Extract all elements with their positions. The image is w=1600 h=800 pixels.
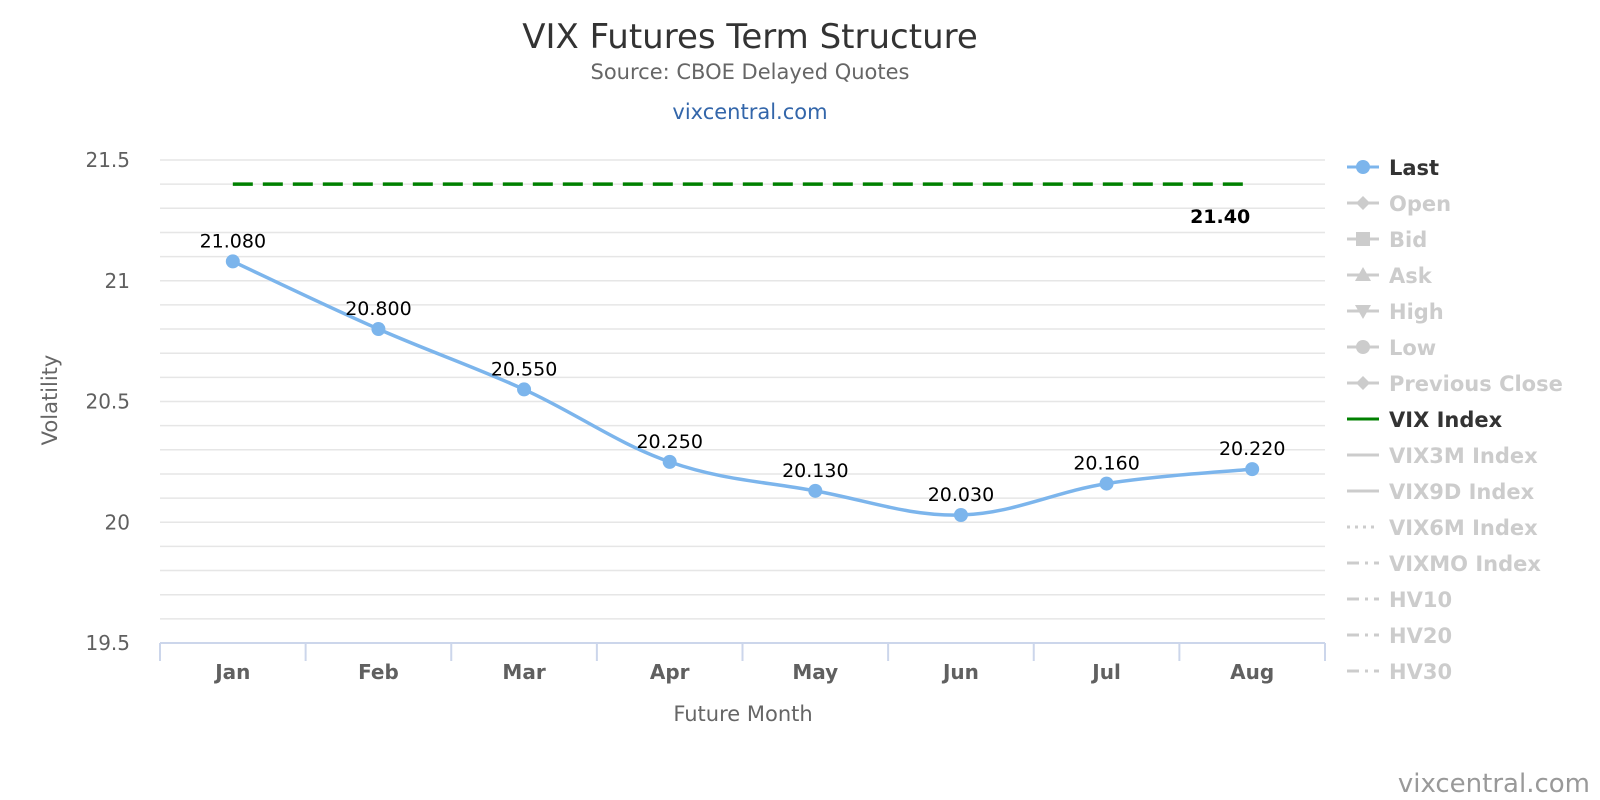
- data-point-last[interactable]: [517, 382, 532, 397]
- legend-label: VIX9D Index: [1389, 480, 1535, 504]
- data-point-last[interactable]: [371, 322, 386, 337]
- legend-symbol-triangle-down: [1355, 305, 1371, 319]
- data-label-last: 20.550: [491, 358, 557, 380]
- legend-label: VIXMO Index: [1389, 552, 1541, 576]
- y-tick-label: 21.5: [85, 148, 130, 172]
- data-label-last: 20.030: [928, 484, 994, 506]
- legend-label: HV20: [1389, 624, 1452, 648]
- legend-label: Last: [1389, 156, 1439, 180]
- legend-item-vix-index[interactable]: VIX Index: [1347, 408, 1503, 432]
- data-point-last[interactable]: [953, 508, 968, 523]
- x-tick-label: Aug: [1230, 660, 1274, 684]
- source-link[interactable]: vixcentral.com: [672, 100, 827, 124]
- y-tick-label: 21: [105, 269, 130, 293]
- legend-item-vix3m-index[interactable]: VIX3M Index: [1347, 444, 1538, 468]
- legend-item-vix6m-index[interactable]: VIX6M Index: [1347, 516, 1538, 540]
- x-tick-label: Feb: [358, 660, 399, 684]
- data-point-last[interactable]: [662, 454, 677, 469]
- data-point-last[interactable]: [808, 483, 823, 498]
- legend-symbol-diamond: [1356, 196, 1370, 210]
- data-label-last: 20.130: [782, 460, 848, 482]
- gridlines: [160, 159, 1325, 644]
- data-point-last[interactable]: [1099, 476, 1114, 491]
- legend-item-previous-close[interactable]: Previous Close: [1347, 372, 1563, 396]
- credit-link[interactable]: vixcentral.com: [1398, 769, 1590, 799]
- y-tick-label: 20.5: [85, 390, 130, 414]
- x-tick-label: Apr: [650, 660, 690, 684]
- y-axis-ticks: 19.5 20 20.5 21 21.5: [85, 148, 130, 655]
- y-tick-label: 20: [105, 510, 130, 534]
- legend-symbol-square: [1356, 232, 1370, 246]
- x-tick-label: Mar: [502, 660, 545, 684]
- x-tick-label: May: [792, 660, 838, 684]
- legend-item-bid[interactable]: Bid: [1347, 228, 1427, 252]
- chart-title: VIX Futures Term Structure: [522, 17, 978, 57]
- legend-item-ask[interactable]: Ask: [1347, 264, 1433, 288]
- legend-item-vix9d-index[interactable]: VIX9D Index: [1347, 480, 1535, 504]
- legend-label: VIX Index: [1389, 408, 1503, 432]
- legend-symbol-triangle: [1355, 267, 1371, 281]
- legend-label: HV10: [1389, 588, 1452, 612]
- data-label-last: 20.220: [1219, 438, 1285, 460]
- data-label-last: 20.160: [1073, 453, 1139, 475]
- data-label-last: 21.080: [200, 230, 266, 252]
- data-label-last: 20.800: [345, 298, 411, 320]
- vix-index-value-label: 21.40: [1190, 206, 1250, 228]
- legend-symbol-circle: [1356, 160, 1370, 174]
- legend-label: Low: [1389, 336, 1436, 360]
- legend-label: VIX6M Index: [1389, 516, 1538, 540]
- plot-series: [225, 182, 1260, 523]
- legend-item-low[interactable]: Low: [1347, 336, 1436, 360]
- legend-label: High: [1389, 300, 1444, 324]
- legend-item-last[interactable]: Last: [1347, 156, 1439, 180]
- data-point-last[interactable]: [225, 254, 240, 269]
- legend-symbol-diamond: [1356, 376, 1370, 390]
- legend-label: Bid: [1389, 228, 1427, 252]
- x-axis: Jan Feb Mar Apr May Jun Jul Aug: [159, 642, 1326, 684]
- legend-label: VIX3M Index: [1389, 444, 1538, 468]
- legend-label: Open: [1389, 192, 1451, 216]
- legend-item-hv30[interactable]: HV30: [1347, 660, 1452, 684]
- x-tick-label: Jan: [213, 660, 250, 684]
- chart-subtitle: Source: CBOE Delayed Quotes: [591, 60, 910, 84]
- legend-item-hv20[interactable]: HV20: [1347, 624, 1452, 648]
- legend-label: HV30: [1389, 660, 1452, 684]
- x-axis-title: Future Month: [673, 702, 812, 726]
- data-labels: 21.40 21.080 20.800 20.550 20.250 20.130 20.03…: [200, 206, 1286, 506]
- series-line-last: [232, 259, 1253, 517]
- legend-item-hv10[interactable]: HV10: [1347, 588, 1452, 612]
- x-tick-label: Jul: [1090, 660, 1121, 684]
- legend: Last Open Bid Ask High Low Previous Close VIX I…: [1347, 156, 1563, 684]
- data-point-last[interactable]: [1245, 462, 1260, 477]
- x-tick-label: Jun: [941, 660, 979, 684]
- y-axis-title: Volatility: [38, 355, 62, 446]
- legend-label: Ask: [1389, 264, 1433, 288]
- legend-item-high[interactable]: High: [1347, 300, 1444, 324]
- legend-label: Previous Close: [1389, 372, 1563, 396]
- legend-symbol-circle: [1356, 340, 1370, 354]
- legend-item-vixmo-index[interactable]: VIXMO Index: [1347, 552, 1541, 576]
- data-label-last: 20.250: [636, 431, 702, 453]
- y-tick-label: 19.5: [85, 631, 130, 655]
- legend-item-open[interactable]: Open: [1347, 192, 1451, 216]
